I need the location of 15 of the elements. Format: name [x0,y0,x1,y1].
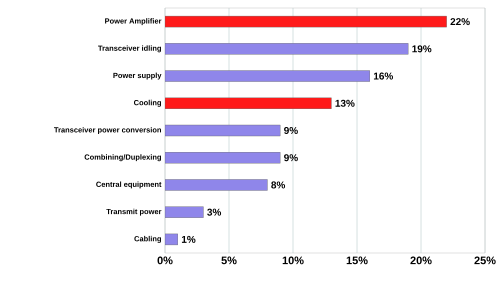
x-tick-label: 25% [474,256,496,264]
x-tick-label: 10% [282,256,304,264]
x-tick-label: 5% [221,256,237,264]
data-label: 1% [182,236,196,243]
data-label: 3% [207,208,222,216]
x-tick-label: 15% [346,256,368,264]
data-label: 9% [284,154,298,162]
data-label: 22% [450,18,470,26]
x-tick-label: 0% [158,256,173,264]
data-label: 8% [271,181,286,188]
data-label: 13% [336,100,355,107]
data-label: 19% [412,45,432,52]
data-label: 16% [374,72,393,80]
x-tick-label: 20% [410,256,432,264]
data-label: 9% [284,126,298,134]
